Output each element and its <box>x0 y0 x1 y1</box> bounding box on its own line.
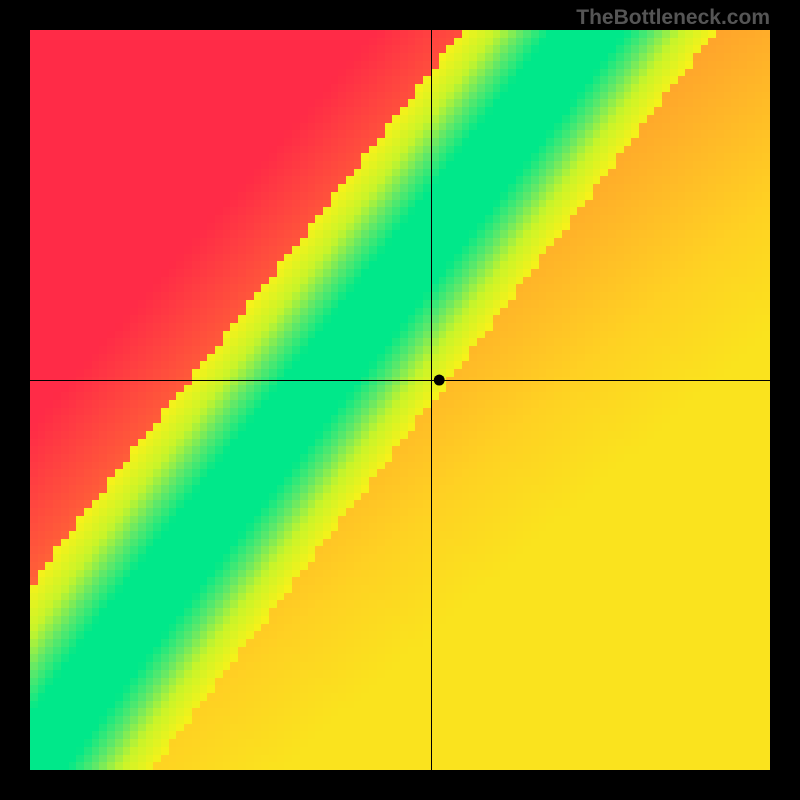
watermark-text: TheBottleneck.com <box>576 6 770 30</box>
bottleneck-heatmap <box>30 30 770 770</box>
